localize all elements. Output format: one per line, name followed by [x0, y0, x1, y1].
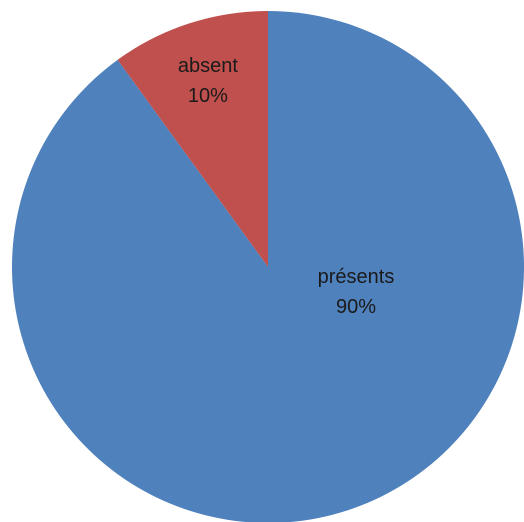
slice-label-absent: absent 10% [178, 55, 238, 107]
pie-slice-présents [12, 11, 524, 522]
pie-slice-absent [117, 11, 268, 267]
slice-label-présents: présents 90% [318, 266, 395, 318]
slice-label-percent: 90% [336, 296, 376, 318]
slice-label-name: présents [318, 266, 395, 288]
pie-slices [12, 11, 524, 522]
slice-label-percent: 10% [188, 85, 228, 107]
pie-labels: absent 10% présents 90% [178, 55, 394, 318]
slice-label-name: absent [178, 55, 238, 77]
